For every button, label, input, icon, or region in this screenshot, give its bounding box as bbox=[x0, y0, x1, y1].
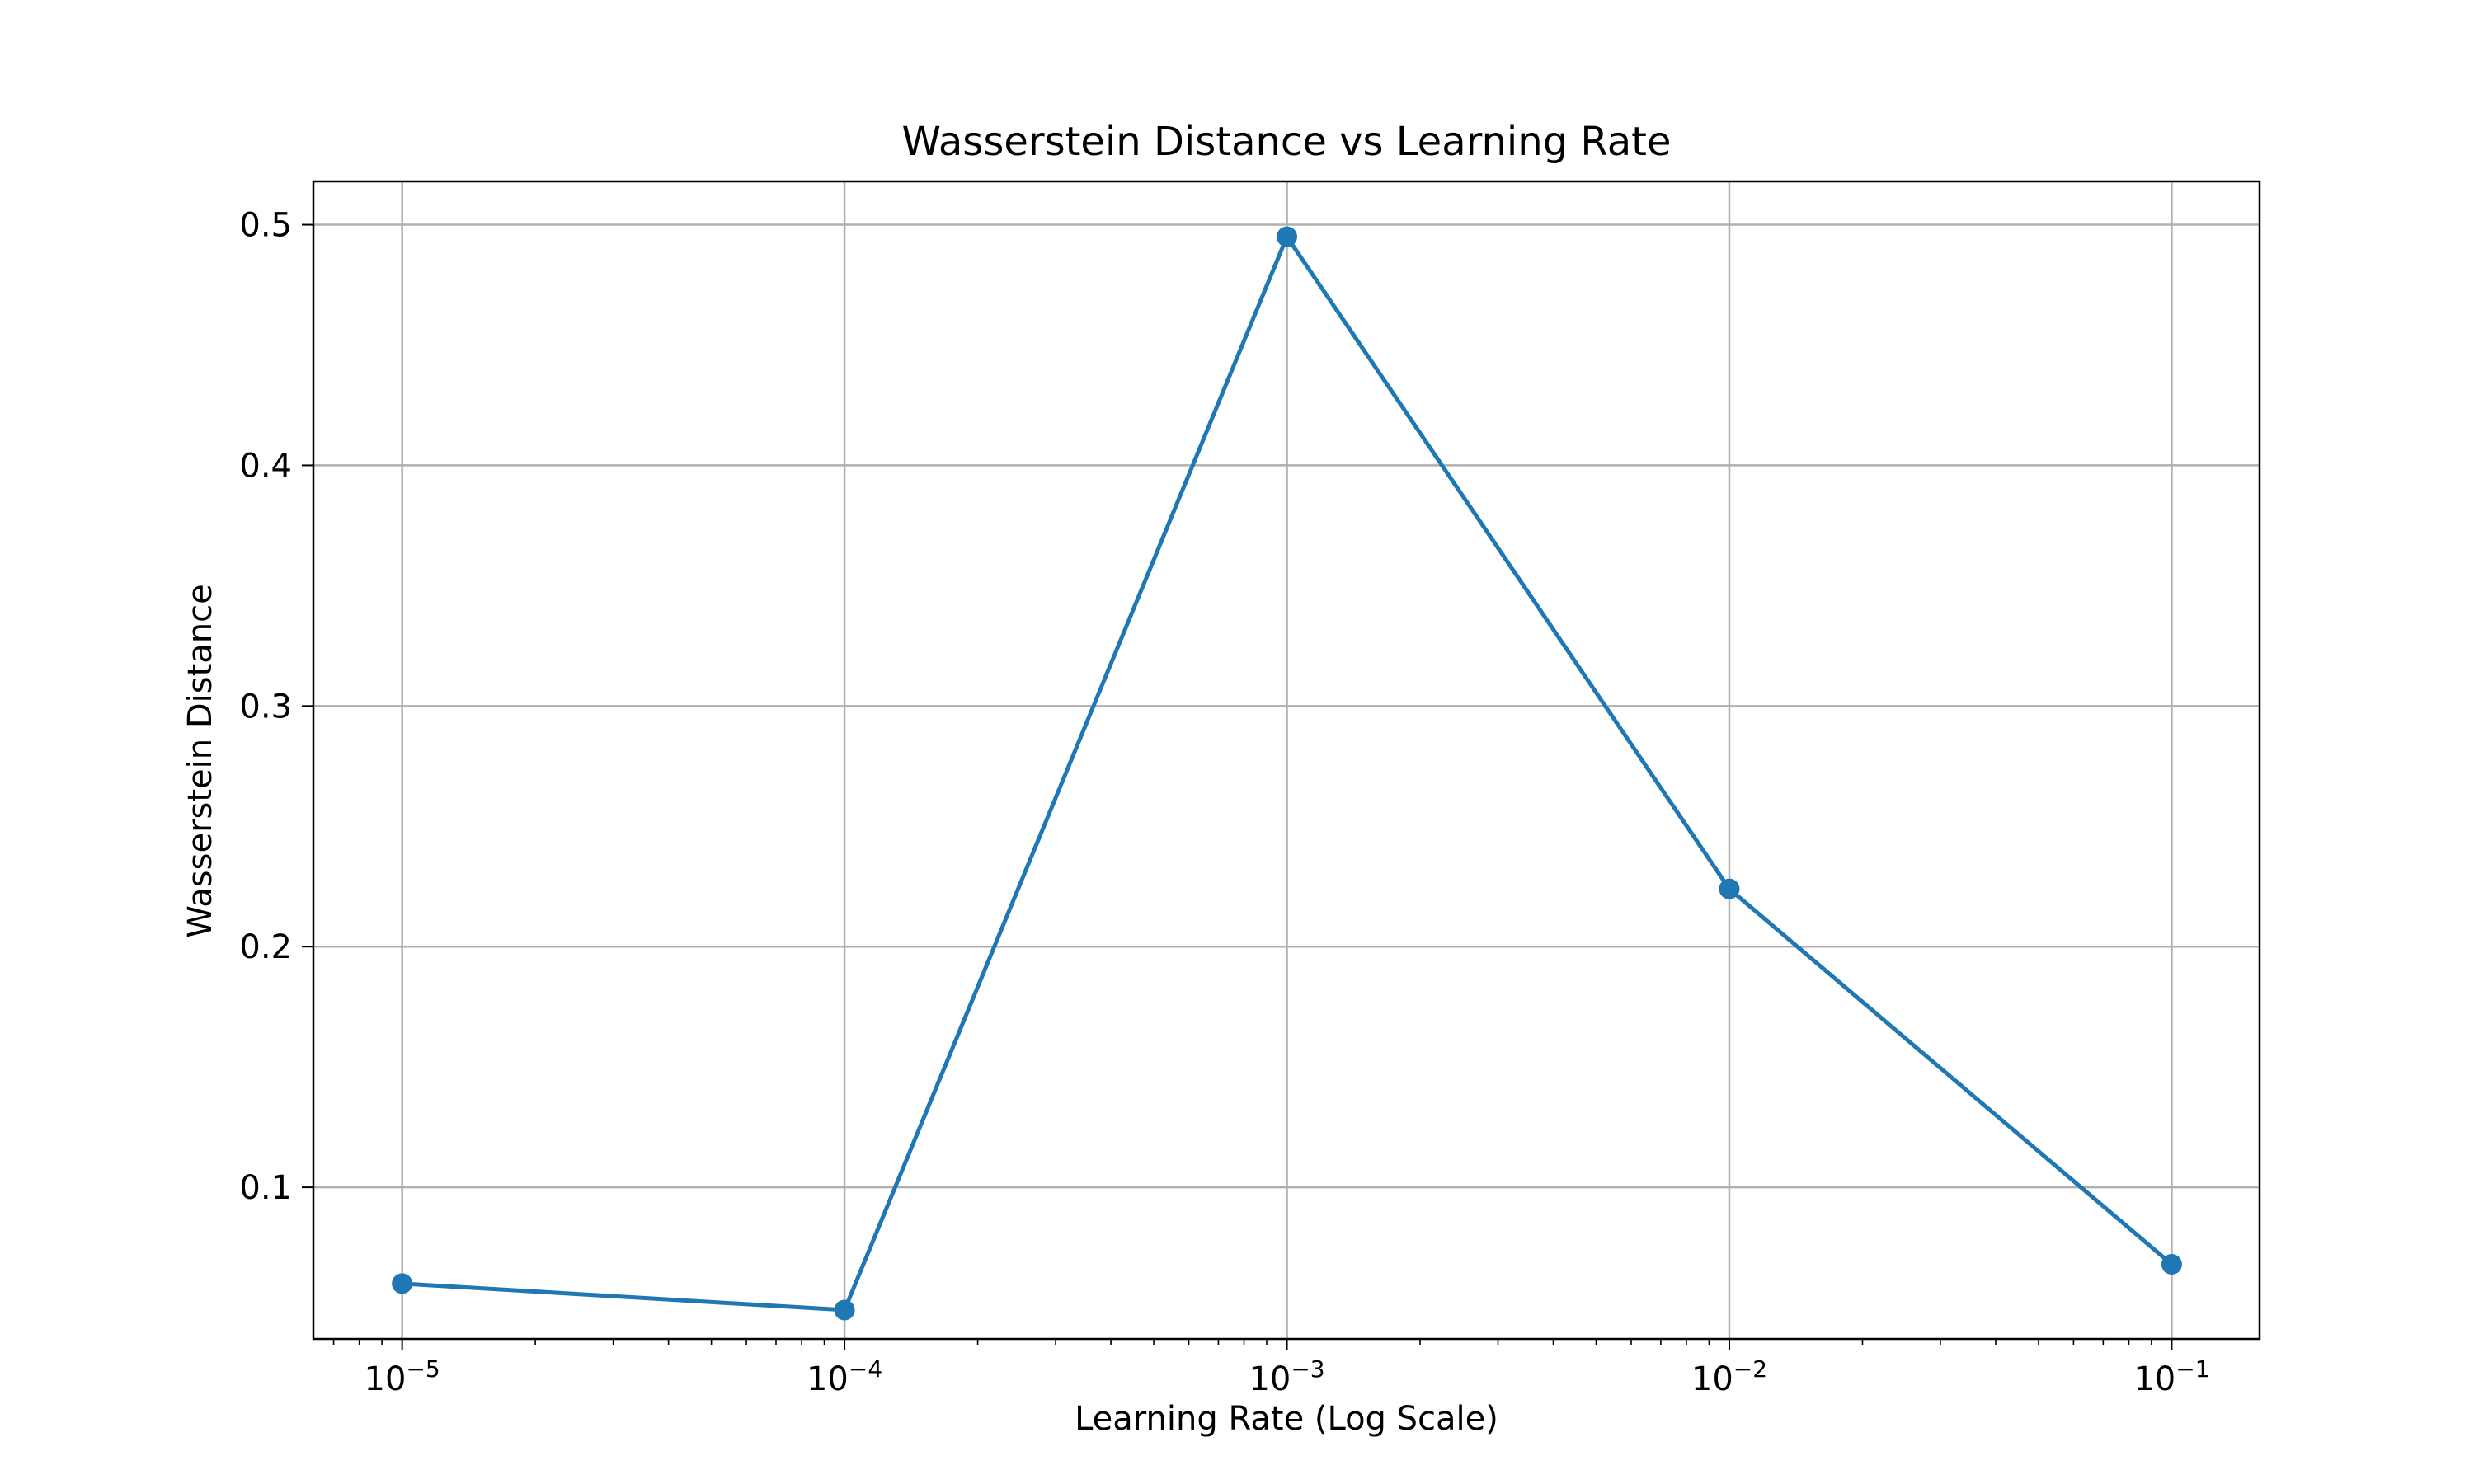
data-point bbox=[1277, 226, 1298, 247]
x-tick-label: 10−5 bbox=[365, 1355, 440, 1398]
y-axis-title: Wasserstein Distance bbox=[181, 584, 219, 937]
y-tick-label: 0.4 bbox=[239, 447, 292, 485]
x-tick-label: 10−3 bbox=[1249, 1355, 1324, 1398]
x-axis-title: Learning Rate (Log Scale) bbox=[1075, 1400, 1498, 1438]
x-tick-label: 10−4 bbox=[807, 1355, 882, 1398]
y-tick-label: 0.1 bbox=[239, 1169, 292, 1207]
data-point bbox=[2161, 1254, 2182, 1275]
x-axis-ticks: 10−5 10−4 10−3 10−2 10−1 bbox=[365, 1339, 2210, 1398]
x-minor-ticks bbox=[332, 1339, 2152, 1345]
data-point bbox=[392, 1273, 413, 1294]
chart-title: Wasserstein Distance vs Learning Rate bbox=[902, 119, 1672, 165]
y-tick-label: 0.3 bbox=[239, 688, 292, 726]
data-point bbox=[1719, 878, 1740, 899]
series-layer bbox=[392, 226, 2182, 1321]
grid bbox=[313, 181, 2260, 1339]
plot-frame bbox=[312, 180, 2261, 1341]
y-axis-ticks: 0.1 0.2 0.3 0.4 0.5 bbox=[239, 207, 313, 1207]
x-tick-label: 10−2 bbox=[1691, 1355, 1767, 1398]
y-tick-label: 0.2 bbox=[239, 928, 292, 966]
data-point bbox=[834, 1299, 855, 1321]
x-tick-label: 10−1 bbox=[2133, 1355, 2209, 1398]
y-tick-label: 0.5 bbox=[239, 207, 292, 245]
